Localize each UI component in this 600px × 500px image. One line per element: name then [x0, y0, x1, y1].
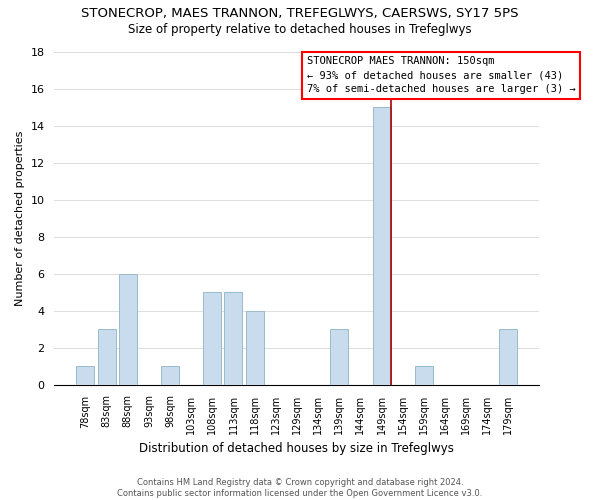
Bar: [161, 366, 179, 384]
Text: Contains HM Land Registry data © Crown copyright and database right 2024.
Contai: Contains HM Land Registry data © Crown c…: [118, 478, 482, 498]
Bar: [330, 329, 348, 384]
Bar: [415, 366, 433, 384]
Bar: [98, 329, 116, 384]
Bar: [119, 274, 137, 384]
Text: Size of property relative to detached houses in Trefeglwys: Size of property relative to detached ho…: [128, 22, 472, 36]
Bar: [76, 366, 94, 384]
Bar: [224, 292, 242, 384]
Bar: [245, 310, 263, 384]
Bar: [373, 107, 391, 384]
Y-axis label: Number of detached properties: Number of detached properties: [15, 130, 25, 306]
Bar: [499, 329, 517, 384]
Text: STONECROP, MAES TRANNON, TREFEGLWYS, CAERSWS, SY17 5PS: STONECROP, MAES TRANNON, TREFEGLWYS, CAE…: [81, 8, 519, 20]
Text: STONECROP MAES TRANNON: 150sqm
← 93% of detached houses are smaller (43)
7% of s: STONECROP MAES TRANNON: 150sqm ← 93% of …: [307, 56, 575, 94]
Bar: [203, 292, 221, 384]
X-axis label: Distribution of detached houses by size in Trefeglwys: Distribution of detached houses by size …: [139, 442, 454, 455]
